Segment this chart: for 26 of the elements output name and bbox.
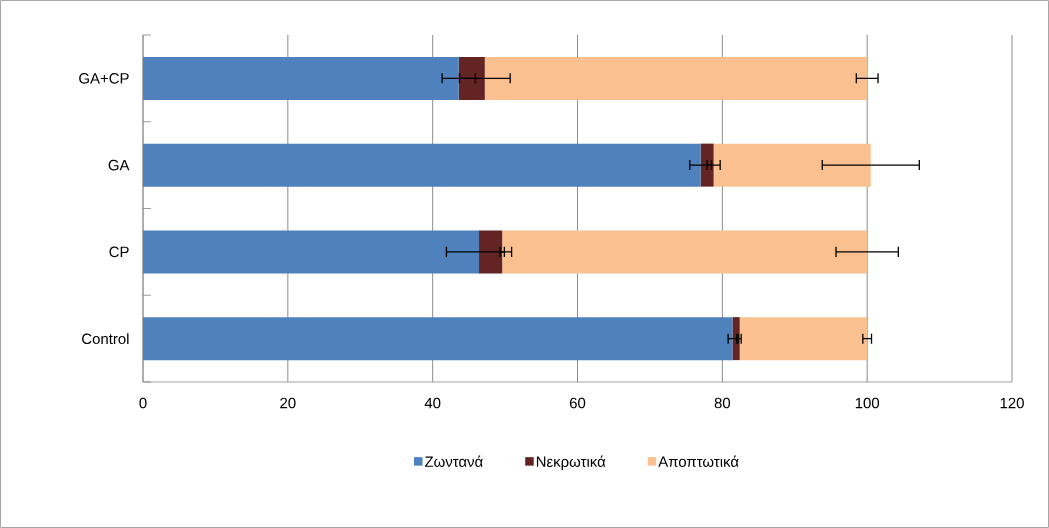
bar <box>700 143 714 187</box>
bar <box>143 143 701 187</box>
bar <box>143 56 459 100</box>
bar <box>484 56 868 100</box>
y-tick-label: Control <box>82 333 129 345</box>
legend-label: Νεκρωτικά <box>536 455 606 470</box>
legend-label: Ζωντανά <box>424 455 483 467</box>
y-tick-label: CP <box>109 246 129 258</box>
bar <box>713 143 871 187</box>
bar <box>502 230 868 274</box>
x-tick-label: 20 <box>280 397 296 409</box>
x-tick-label: 100 <box>855 397 880 409</box>
y-tick-label: GA <box>108 159 130 171</box>
bar <box>732 317 740 361</box>
x-tick-label: 40 <box>424 397 441 409</box>
bar <box>143 317 733 361</box>
bar <box>458 56 485 100</box>
legend-label: Αποπτωτικά <box>658 455 739 467</box>
bar <box>143 230 480 274</box>
x-tick-label: 60 <box>569 397 586 409</box>
bar <box>739 317 868 361</box>
x-tick-label: 0 <box>139 397 147 409</box>
bar <box>479 230 503 274</box>
x-tick-label: 120 <box>1000 397 1024 409</box>
x-tick-label: 80 <box>714 397 731 409</box>
y-tick-label: GA+CP <box>79 73 129 84</box>
